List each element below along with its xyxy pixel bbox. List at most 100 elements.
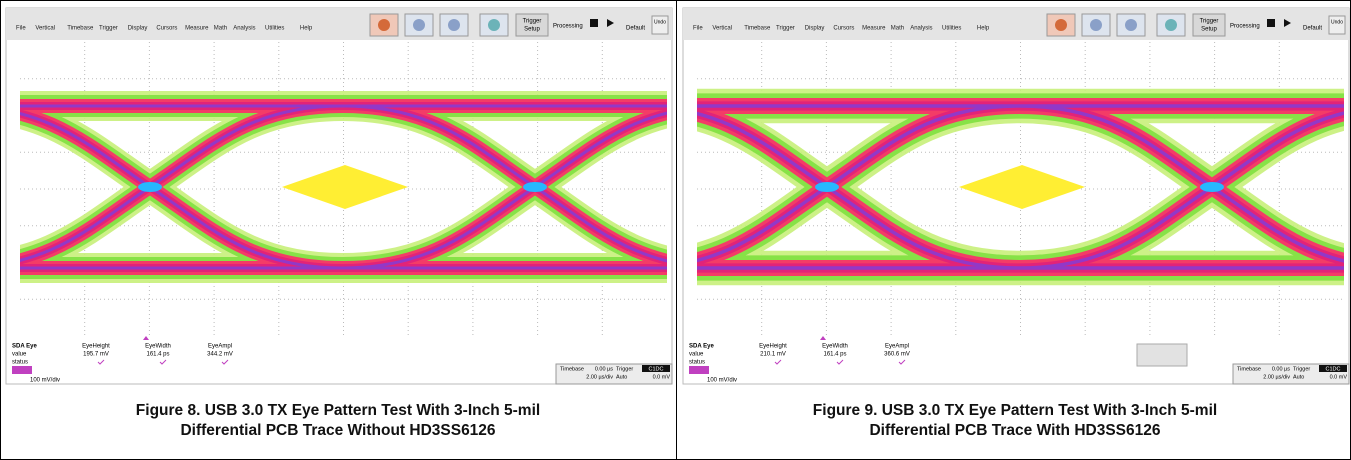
measure-row: value xyxy=(12,352,27,358)
toolbar-label: Default xyxy=(626,26,645,32)
measure-value: 344.2 mV xyxy=(207,352,233,358)
toolbar-label: Processing xyxy=(1230,24,1260,30)
toolbar-label: Trigger xyxy=(523,19,542,25)
measure-label: EyeAmpl xyxy=(208,344,232,350)
channel-scale: 100 mV/div xyxy=(30,378,60,384)
menu-item: Display xyxy=(805,26,825,32)
toolbar-label: Trigger xyxy=(1200,19,1219,25)
toolbar-icon xyxy=(378,19,390,31)
menu-item: Trigger xyxy=(776,26,795,32)
channel-tag xyxy=(689,366,709,374)
menu-item: Trigger xyxy=(99,26,118,32)
channel-tag xyxy=(12,366,32,374)
channel-scale: 100 mV/div xyxy=(707,378,737,384)
status-check xyxy=(97,359,105,365)
measure-value: 195.7 mV xyxy=(83,352,109,358)
trigger-source-box xyxy=(1319,365,1347,372)
figure-caption: Differential PCB Trace Without HD3SS6126 xyxy=(180,422,495,439)
menu-item: Analysis xyxy=(233,26,255,32)
status-text: 0.00 µs xyxy=(595,366,613,372)
status-text: C1DC xyxy=(649,366,664,372)
status-text: Auto xyxy=(616,374,627,380)
cursor-marker xyxy=(143,336,149,340)
measure-label: EyeHeight xyxy=(759,344,787,350)
status-check xyxy=(836,359,844,365)
measure-label: EyeWidth xyxy=(145,344,171,350)
toolbar-icon xyxy=(1055,19,1067,31)
menu-item: Cursors xyxy=(833,26,854,32)
menu-item: Display xyxy=(128,26,148,32)
status-check xyxy=(159,359,167,365)
menu-bar xyxy=(683,8,1349,40)
stop-button xyxy=(590,19,598,27)
status-text: 2.00 µs/div xyxy=(1263,374,1290,380)
eye-crossing xyxy=(138,182,162,192)
figure: File Vertical Timebase Trigger Display Cursor… xyxy=(5,7,673,439)
status-text: C1DC xyxy=(1326,366,1341,372)
menu-item: Measure xyxy=(185,26,209,32)
toolbar-icon xyxy=(488,19,500,31)
toolbar-icon xyxy=(1165,19,1177,31)
measure-value: 161.4 ps xyxy=(823,352,846,358)
stop-button xyxy=(1267,19,1275,27)
cursor-marker xyxy=(820,336,826,340)
play-button xyxy=(1284,19,1291,27)
status-text: 2.00 µs/div xyxy=(586,374,613,380)
toolbar-icon xyxy=(1125,19,1137,31)
figure-caption: Figure 8. USB 3.0 TX Eye Pattern Test Wi… xyxy=(136,402,540,419)
toolbar-button xyxy=(515,13,549,37)
menu-item: Measure xyxy=(862,26,886,32)
menu-item: Timebase xyxy=(67,26,94,32)
menu-item: Help xyxy=(977,26,990,32)
toolbar-icon xyxy=(413,19,425,31)
measure-label: EyeAmpl xyxy=(885,344,909,350)
measure-label: EyeHeight xyxy=(82,344,110,350)
blank-panel xyxy=(1136,343,1188,367)
measure-row: status xyxy=(12,360,28,366)
menu-item: Analysis xyxy=(910,26,932,32)
menu-item: Math xyxy=(891,26,904,32)
status-text: Trigger xyxy=(616,366,633,372)
toolbar-button xyxy=(1328,15,1346,35)
measure-row: status xyxy=(689,360,705,366)
menu-item: Utilities xyxy=(265,26,284,32)
status-text: Trigger xyxy=(1293,366,1310,372)
menu-item: File xyxy=(16,26,26,32)
toolbar-label: Processing xyxy=(553,24,583,30)
status-text: Auto xyxy=(1293,374,1304,380)
figure-caption: Differential PCB Trace With HD3SS6126 xyxy=(869,422,1160,439)
toolbar-button xyxy=(1192,13,1226,37)
measure-value: 161.4 ps xyxy=(146,352,169,358)
measure-label: EyeWidth xyxy=(822,344,848,350)
status-check xyxy=(898,359,906,365)
toolbar-label: Setup xyxy=(1201,27,1217,33)
menu-item: Utilities xyxy=(942,26,961,32)
figure: File Vertical Timebase Trigger Display Cursor… xyxy=(682,7,1350,439)
menu-item: File xyxy=(693,26,703,32)
figure-caption: Figure 9. USB 3.0 TX Eye Pattern Test Wi… xyxy=(813,402,1217,419)
eye-diagram xyxy=(20,91,667,283)
menu-item: Math xyxy=(214,26,227,32)
eye-mask xyxy=(959,165,1085,209)
status-check xyxy=(774,359,782,365)
status-check xyxy=(221,359,229,365)
menu-item: Cursors xyxy=(156,26,177,32)
measure-name: SDA Eye xyxy=(689,344,714,350)
menu-item: Vertical xyxy=(35,26,55,32)
toolbar-label: Setup xyxy=(524,27,540,33)
eye-diagram xyxy=(697,88,1344,286)
toolbar-icon xyxy=(1090,19,1102,31)
measure-value: 360.6 mV xyxy=(884,352,910,358)
toolbar-label: Undo xyxy=(654,19,666,25)
eye-crossing xyxy=(815,182,839,192)
toolbar-button xyxy=(651,15,669,35)
trigger-source-box xyxy=(642,365,670,372)
toolbar-label: Undo xyxy=(1331,19,1343,25)
toolbar-label: Default xyxy=(1303,26,1322,32)
menu-item: Vertical xyxy=(712,26,732,32)
eye-crossing xyxy=(523,182,547,192)
measure-value: 210.1 mV xyxy=(760,352,786,358)
menu-item: Help xyxy=(300,26,313,32)
